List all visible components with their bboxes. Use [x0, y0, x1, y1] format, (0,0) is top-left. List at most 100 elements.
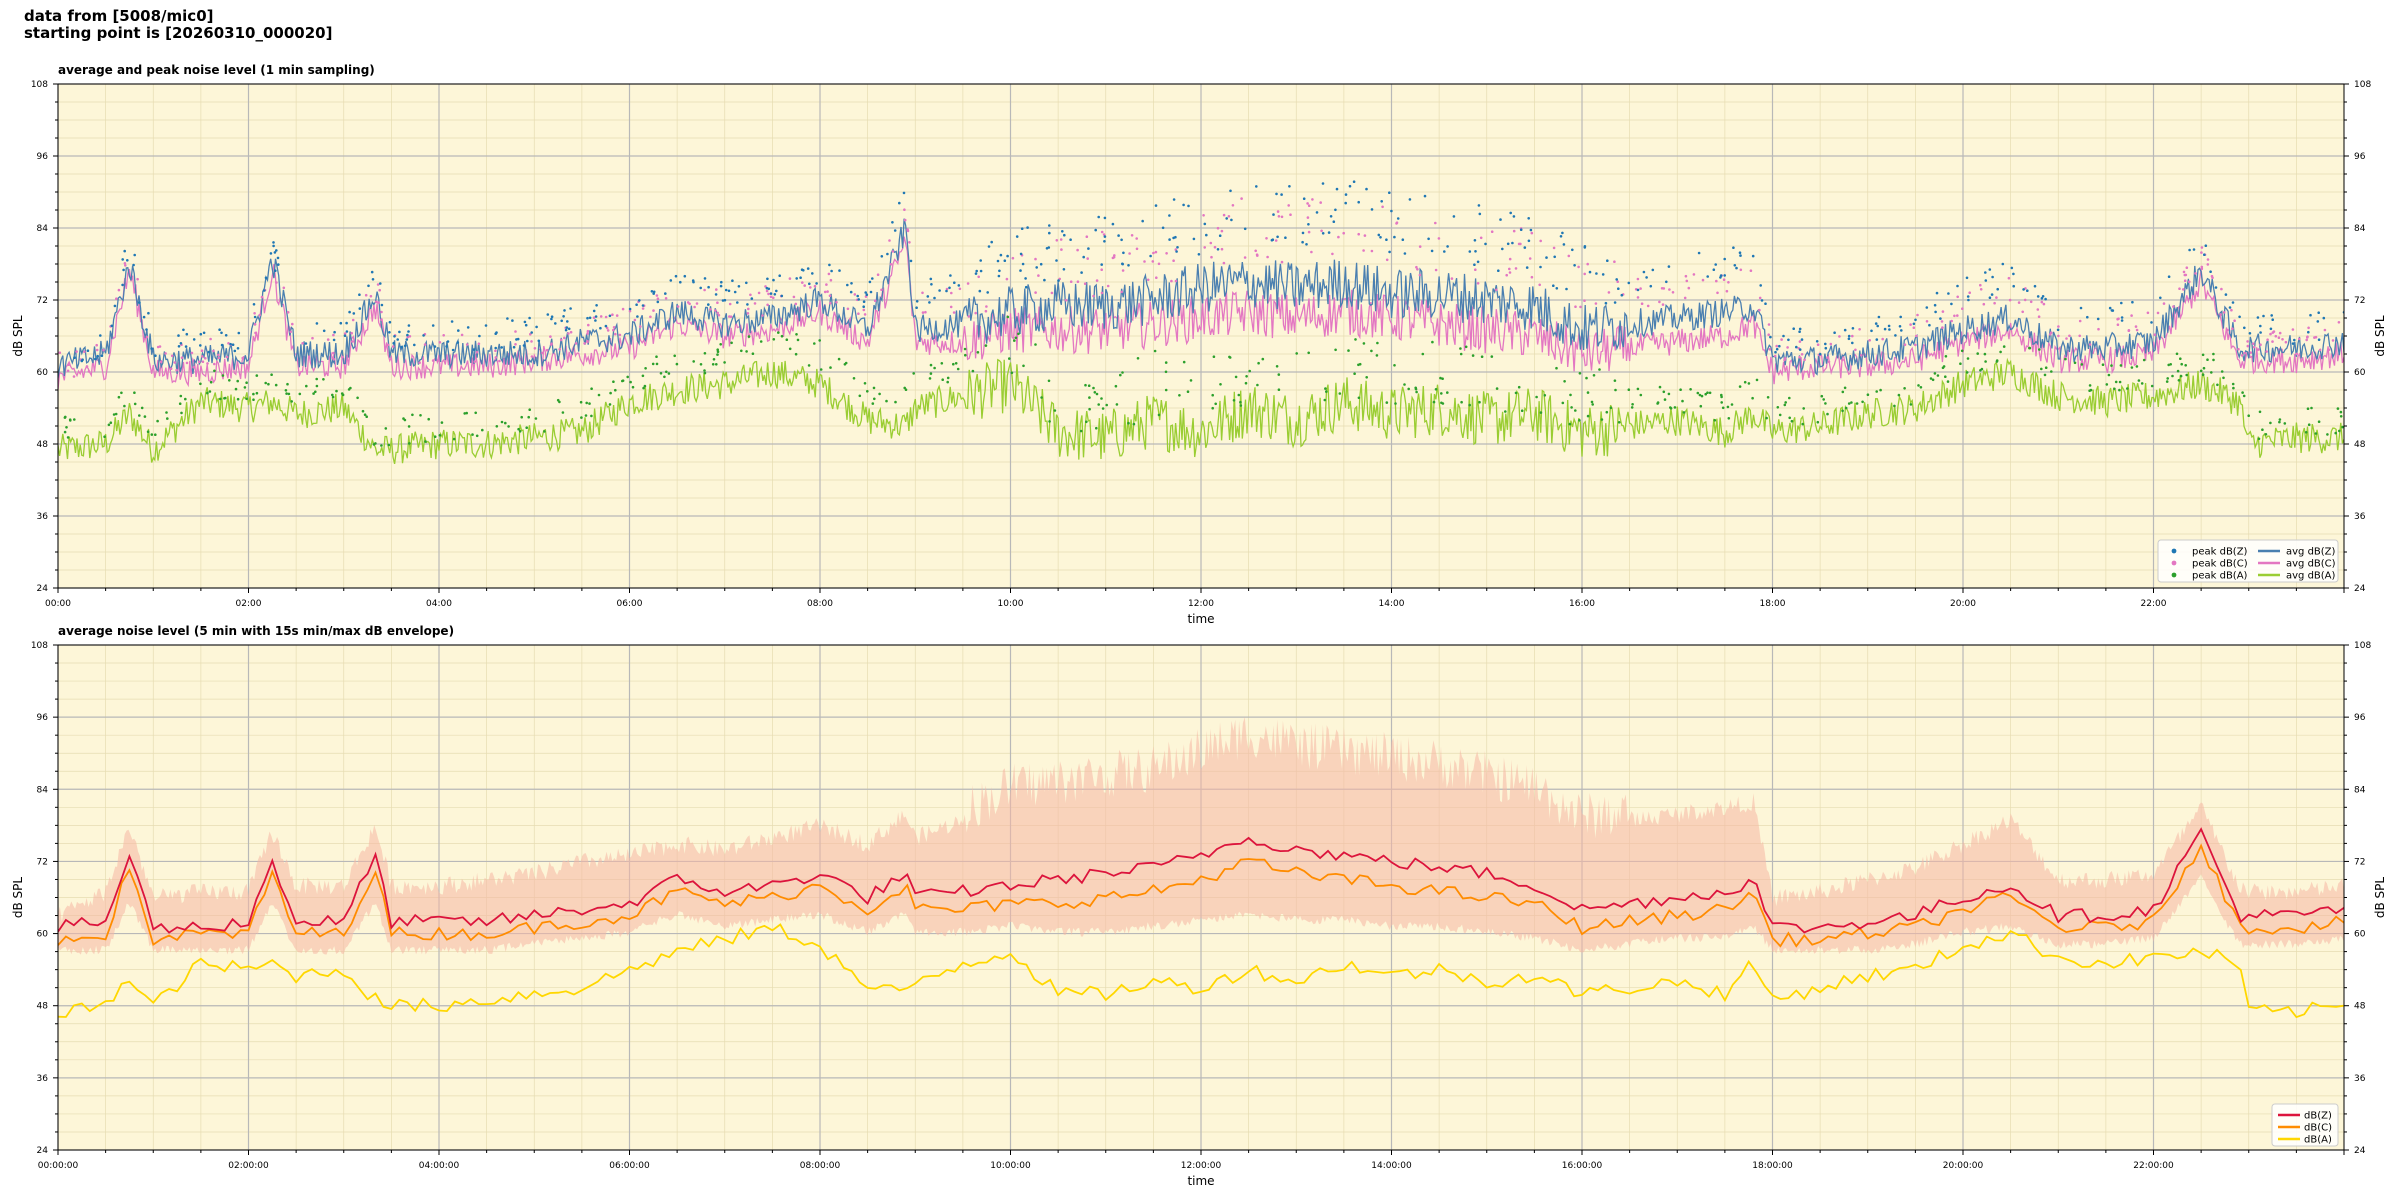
data-point: [1944, 355, 1948, 358]
data-point: [1087, 384, 1091, 388]
data-point: [1751, 254, 1755, 258]
data-point: [1639, 393, 1643, 397]
data-point: [974, 272, 978, 275]
data-point: [641, 307, 645, 310]
data-point: [599, 315, 603, 318]
data-point: [1684, 274, 1688, 278]
data-point: [1450, 277, 1454, 280]
data-point: [2258, 410, 2262, 414]
data-point: [903, 218, 907, 222]
data-point: [253, 315, 257, 319]
data-point: [579, 400, 583, 404]
data-point: [1321, 232, 1325, 235]
data-point: [2114, 380, 2118, 384]
data-point: [1006, 315, 1010, 319]
data-point: [1773, 354, 1777, 358]
data-point: [751, 352, 755, 356]
data-point: [1434, 388, 1438, 391]
data-point: [715, 288, 718, 291]
data-point: [1767, 323, 1771, 326]
data-point: [133, 391, 136, 395]
x-tick-label: 10:00:00: [990, 1161, 1031, 1171]
data-point: [574, 342, 578, 345]
data-point: [1153, 349, 1157, 353]
data-point: [1538, 283, 1541, 287]
data-point: [2029, 300, 2033, 304]
data-point: [123, 249, 126, 253]
data-point: [1798, 330, 1801, 334]
data-point: [2337, 321, 2341, 324]
data-point: [2022, 288, 2025, 291]
data-point: [807, 364, 811, 367]
data-point: [674, 274, 678, 278]
data-point: [236, 347, 240, 350]
data-point: [546, 313, 550, 316]
data-point: [2222, 376, 2225, 380]
data-point: [267, 382, 270, 386]
data-point: [2165, 380, 2169, 383]
data-point: [1529, 228, 1533, 232]
data-point: [2105, 383, 2109, 386]
data-point: [1211, 406, 1214, 410]
data-point: [2331, 339, 2335, 342]
data-point: [717, 313, 721, 317]
data-point: [419, 414, 422, 417]
data-point: [590, 414, 593, 418]
data-point: [2108, 306, 2112, 310]
data-point: [1375, 354, 1379, 357]
data-point: [1306, 202, 1309, 205]
data-point: [1490, 355, 1494, 358]
data-point: [2233, 319, 2236, 323]
data-point: [2179, 357, 2182, 361]
legend-label: peak dB(A): [2192, 571, 2248, 582]
data-point: [2305, 338, 2308, 342]
data-point: [177, 345, 181, 348]
data-point: [2307, 330, 2310, 334]
data-point: [2172, 305, 2175, 308]
data-point: [1563, 380, 1566, 383]
data-point: [1080, 271, 1083, 274]
data-point: [260, 295, 264, 299]
data-point: [364, 293, 368, 297]
data-point: [1460, 400, 1463, 404]
data-point: [952, 311, 956, 314]
data-point: [1735, 266, 1738, 270]
data-point: [1861, 400, 1864, 404]
data-point: [963, 347, 967, 351]
data-point: [1480, 355, 1484, 359]
data-point: [1841, 409, 1844, 413]
data-point: [1730, 403, 1734, 406]
data-point: [1723, 274, 1726, 277]
data-point: [1401, 238, 1405, 241]
data-point: [1095, 392, 1099, 396]
data-point: [766, 303, 769, 307]
data-point: [1097, 403, 1100, 406]
data-point: [1898, 325, 1902, 328]
data-point: [1172, 236, 1175, 240]
data-point: [1063, 233, 1066, 237]
data-point: [1085, 235, 1089, 238]
data-point: [1006, 254, 1009, 258]
data-point: [2278, 331, 2282, 335]
data-point: [1713, 419, 1717, 422]
data-point: [1100, 268, 1103, 272]
data-point: [2111, 309, 2115, 312]
data-point: [1815, 340, 1819, 343]
data-point: [737, 285, 741, 288]
data-point: [85, 365, 89, 368]
data-point: [1545, 256, 1548, 259]
data-point: [1941, 326, 1944, 329]
data-point: [1931, 378, 1935, 382]
data-point: [651, 362, 655, 366]
y-tick-label: 84: [2354, 224, 2366, 234]
data-point: [1085, 420, 1088, 424]
data-point: [66, 436, 70, 439]
data-point: [828, 294, 832, 298]
data-point: [185, 332, 189, 336]
data-point: [2270, 314, 2273, 317]
data-point: [621, 307, 625, 311]
data-point: [345, 330, 349, 333]
data-point: [264, 276, 268, 280]
y-tick-label: 24: [2354, 584, 2366, 594]
data-point: [1561, 401, 1565, 405]
